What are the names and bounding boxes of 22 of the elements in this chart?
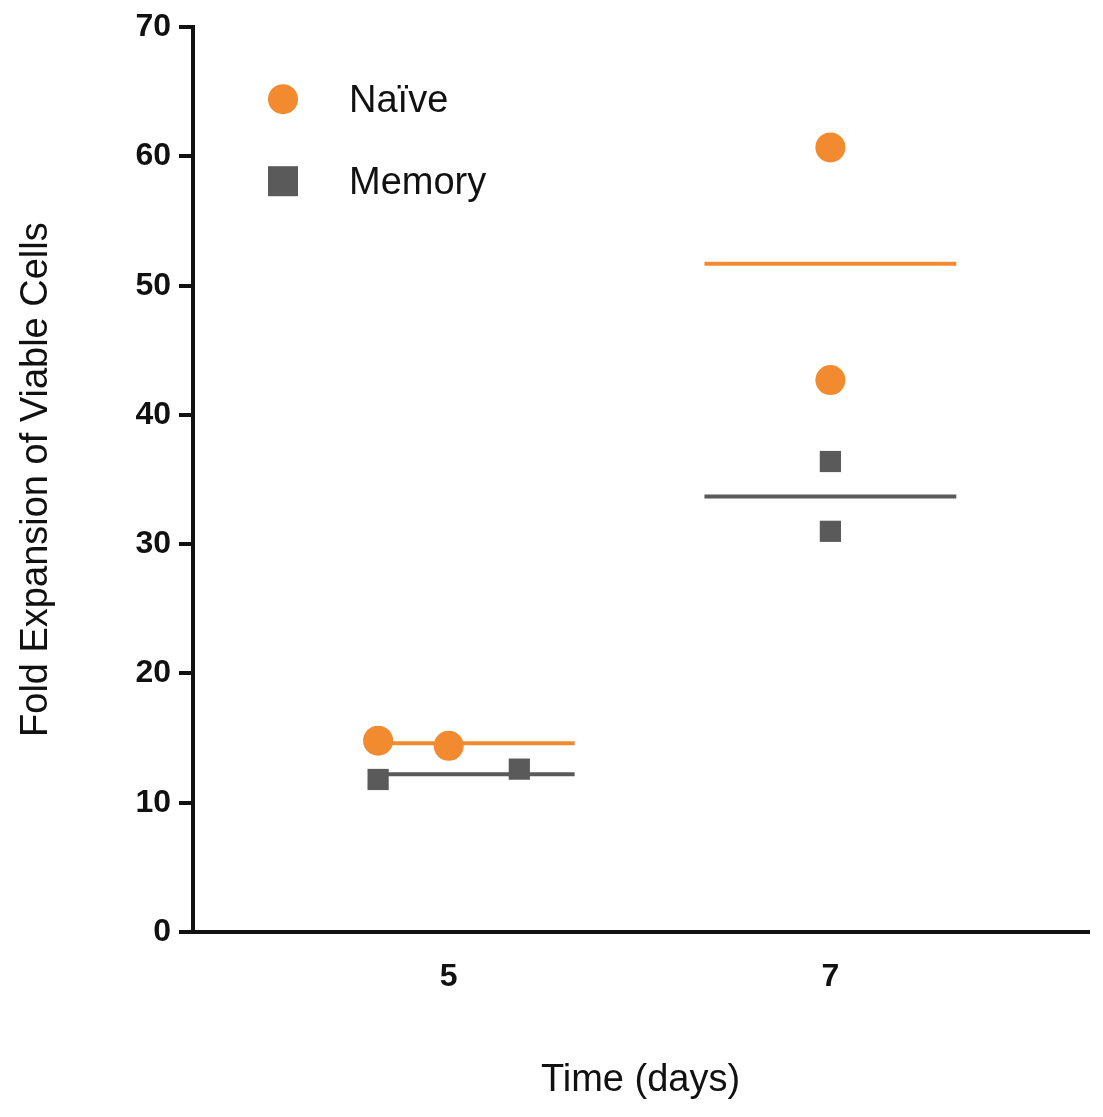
x-axis-title: Time (days): [540, 1056, 741, 1099]
y-tick-label: 20: [135, 653, 171, 690]
point: [363, 725, 394, 756]
point: [815, 365, 846, 396]
point: [367, 768, 389, 791]
x-tick-label: 5: [439, 957, 458, 994]
y-axis-title: Fold Expansion of Viable Cells: [13, 222, 56, 737]
y-tick-label: 0: [153, 911, 171, 948]
y-tick-label: 50: [135, 265, 171, 302]
point: [508, 758, 530, 780]
y-tick-label: 30: [135, 524, 171, 561]
point: [815, 132, 846, 163]
point: [819, 450, 841, 473]
legend-label: Naïve: [349, 77, 449, 120]
x-tick-label: 7: [821, 957, 840, 994]
y-tick-label: 70: [135, 7, 171, 44]
point: [819, 520, 841, 542]
y-tick-label: 60: [135, 136, 171, 173]
point: [433, 730, 464, 761]
y-tick-label: 10: [135, 782, 171, 819]
legend-label: Memory: [349, 159, 487, 202]
y-tick-label: 40: [135, 394, 171, 431]
